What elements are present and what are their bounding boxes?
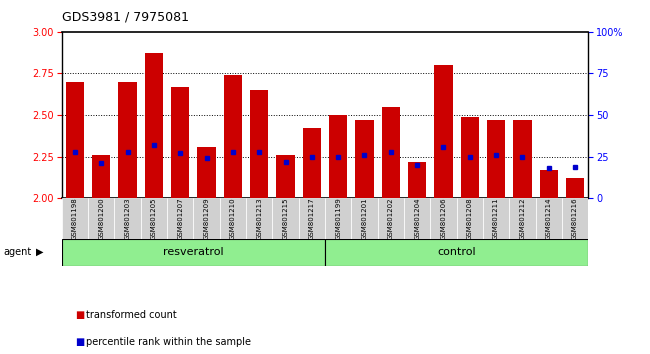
Bar	[404, 198, 430, 239]
Text: GSM801211: GSM801211	[493, 197, 499, 240]
Bar	[510, 198, 536, 239]
Text: GDS3981 / 7975081: GDS3981 / 7975081	[62, 11, 188, 24]
Text: ▶: ▶	[36, 247, 44, 257]
Bar	[483, 198, 510, 239]
Bar	[461, 117, 479, 198]
Text: GSM801203: GSM801203	[125, 197, 131, 240]
Bar	[457, 198, 483, 239]
Bar	[250, 90, 268, 198]
Text: resveratrol: resveratrol	[163, 247, 224, 257]
Bar	[272, 198, 299, 239]
Bar	[303, 129, 321, 198]
Bar	[566, 178, 584, 198]
Bar	[246, 198, 272, 239]
Text: GSM801205: GSM801205	[151, 197, 157, 240]
Text: transformed count: transformed count	[86, 310, 177, 320]
Text: GSM801206: GSM801206	[441, 197, 447, 240]
Text: GSM801199: GSM801199	[335, 197, 341, 240]
Bar	[329, 115, 347, 198]
Bar	[171, 87, 189, 198]
Bar	[118, 82, 136, 198]
Bar	[88, 198, 114, 239]
Bar	[62, 239, 325, 266]
Bar	[198, 147, 216, 198]
Bar	[434, 65, 452, 198]
Bar	[62, 198, 88, 239]
Bar	[562, 198, 588, 239]
Text: agent: agent	[3, 247, 31, 257]
Bar	[408, 162, 426, 198]
Text: GSM801200: GSM801200	[98, 197, 104, 240]
Bar	[536, 198, 562, 239]
Bar	[356, 120, 374, 198]
Text: GSM801201: GSM801201	[361, 197, 367, 240]
Bar	[325, 198, 351, 239]
Bar	[145, 53, 163, 198]
Text: ■: ■	[75, 337, 84, 347]
Bar	[66, 82, 84, 198]
Bar	[382, 107, 400, 198]
Bar	[378, 198, 404, 239]
Text: GSM801215: GSM801215	[283, 197, 289, 240]
Bar	[325, 239, 588, 266]
Text: GSM801213: GSM801213	[256, 197, 262, 240]
Bar	[299, 198, 325, 239]
Text: GSM801207: GSM801207	[177, 197, 183, 240]
Bar	[194, 198, 220, 239]
Bar	[224, 75, 242, 198]
Text: GSM801198: GSM801198	[72, 197, 78, 240]
Text: ■: ■	[75, 310, 84, 320]
Text: GSM801212: GSM801212	[519, 197, 525, 240]
Bar	[352, 198, 378, 239]
Bar	[514, 120, 532, 198]
Bar	[487, 120, 505, 198]
Text: GSM801208: GSM801208	[467, 197, 473, 240]
Bar	[92, 155, 111, 198]
Text: percentile rank within the sample: percentile rank within the sample	[86, 337, 252, 347]
Bar	[141, 198, 167, 239]
Text: GSM801216: GSM801216	[572, 197, 578, 240]
Bar	[276, 155, 294, 198]
Text: GSM801210: GSM801210	[230, 197, 236, 240]
Text: GSM801202: GSM801202	[388, 197, 394, 240]
Text: GSM801217: GSM801217	[309, 197, 315, 240]
Text: GSM801214: GSM801214	[546, 197, 552, 240]
Bar	[220, 198, 246, 239]
Text: control: control	[437, 247, 476, 257]
Text: GSM801204: GSM801204	[414, 197, 420, 240]
Bar	[167, 198, 194, 239]
Text: GSM801209: GSM801209	[203, 197, 209, 240]
Bar	[430, 198, 457, 239]
Bar	[540, 170, 558, 198]
Bar	[114, 198, 141, 239]
